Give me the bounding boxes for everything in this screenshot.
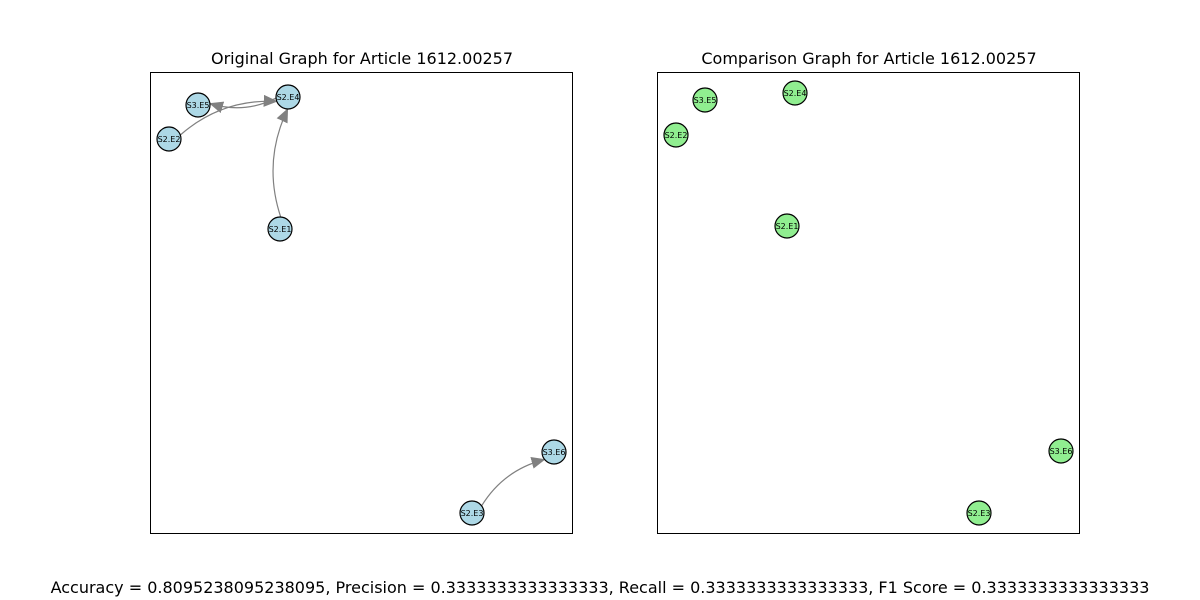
right-node-label-s2-e1: S2.E1 [776,222,799,231]
left-node-s2-e3: S2.E3 [459,500,485,526]
left-node-circle-s2-e2 [156,126,182,152]
left-node-label-s2-e4: S2.E4 [277,93,300,102]
left-node-circle-s2-e3 [459,500,485,526]
left-node-s2-e2: S2.E2 [156,126,182,152]
left-node-circle-s3-e6 [541,439,567,465]
left-node-label-s2-e1: S2.E1 [269,225,292,234]
left-node-circle-s2-e4 [275,84,301,110]
right-node-label-s2-e4: S2.E4 [784,89,807,98]
right-graph-title: Comparison Graph for Article 1612.00257 [701,49,1037,68]
right-node-circle-s2-e4 [782,80,808,106]
right-graph-frame [657,72,1080,534]
right-node-s2-e2: S2.E2 [663,122,689,148]
left-graph-nodes: S3.E5 S2.E4 S2.E2 S2.E1 S3.E6 S2.E3 [156,84,567,526]
left-node-circle-s3-e5 [185,92,211,118]
right-node-s3-e5: S3.E5 [692,87,718,113]
right-node-s3-e6: S3.E6 [1048,438,1074,464]
right-node-circle-s3-e5 [692,87,718,113]
left-node-label-s2-e2: S2.E2 [158,135,181,144]
left-graph-title: Original Graph for Article 1612.00257 [210,49,514,68]
right-node-s2-e3: S2.E3 [966,500,992,526]
right-graph-nodes: S3.E5 S2.E4 S2.E2 S2.E1 S3.E6 S2.E3 [663,80,1074,526]
left-node-label-s3-e6: S3.E6 [543,448,566,457]
left-node-circle-s2-e1 [267,216,293,242]
left-node-label-s2-e3: S2.E3 [461,509,484,518]
right-node-circle-s2-e3 [966,500,992,526]
right-node-label-s2-e2: S2.E2 [665,131,688,140]
right-node-label-s3-e6: S3.E6 [1050,447,1073,456]
left-graph-frame [150,72,573,534]
right-node-circle-s2-e2 [663,122,689,148]
right-node-s2-e4: S2.E4 [782,80,808,106]
left-node-label-s3-e5: S3.E5 [187,101,210,110]
left-edge-s2-e2-to-s2-e4 [179,94,278,136]
left-edge-s2-e4-to-s3-e5 [209,97,277,114]
left-node-s2-e1: S2.E1 [267,216,293,242]
left-node-s2-e4: S2.E4 [275,84,301,110]
right-node-label-s2-e3: S2.E3 [968,509,991,518]
right-node-circle-s2-e1 [774,213,800,239]
right-node-circle-s3-e6 [1048,438,1074,464]
left-node-s3-e6: S3.E6 [541,439,567,465]
right-node-label-s3-e5: S3.E5 [694,96,717,105]
metrics-summary: Accuracy = 0.8095238095238095, Precision… [50,578,1150,597]
left-graph-edges [179,94,546,507]
right-node-s2-e1: S2.E1 [774,213,800,239]
left-edge-s2-e1-to-s2-e4 [272,108,289,218]
left-edge-s2-e3-to-s3-e6 [481,457,546,507]
left-node-s3-e5: S3.E5 [185,92,211,118]
